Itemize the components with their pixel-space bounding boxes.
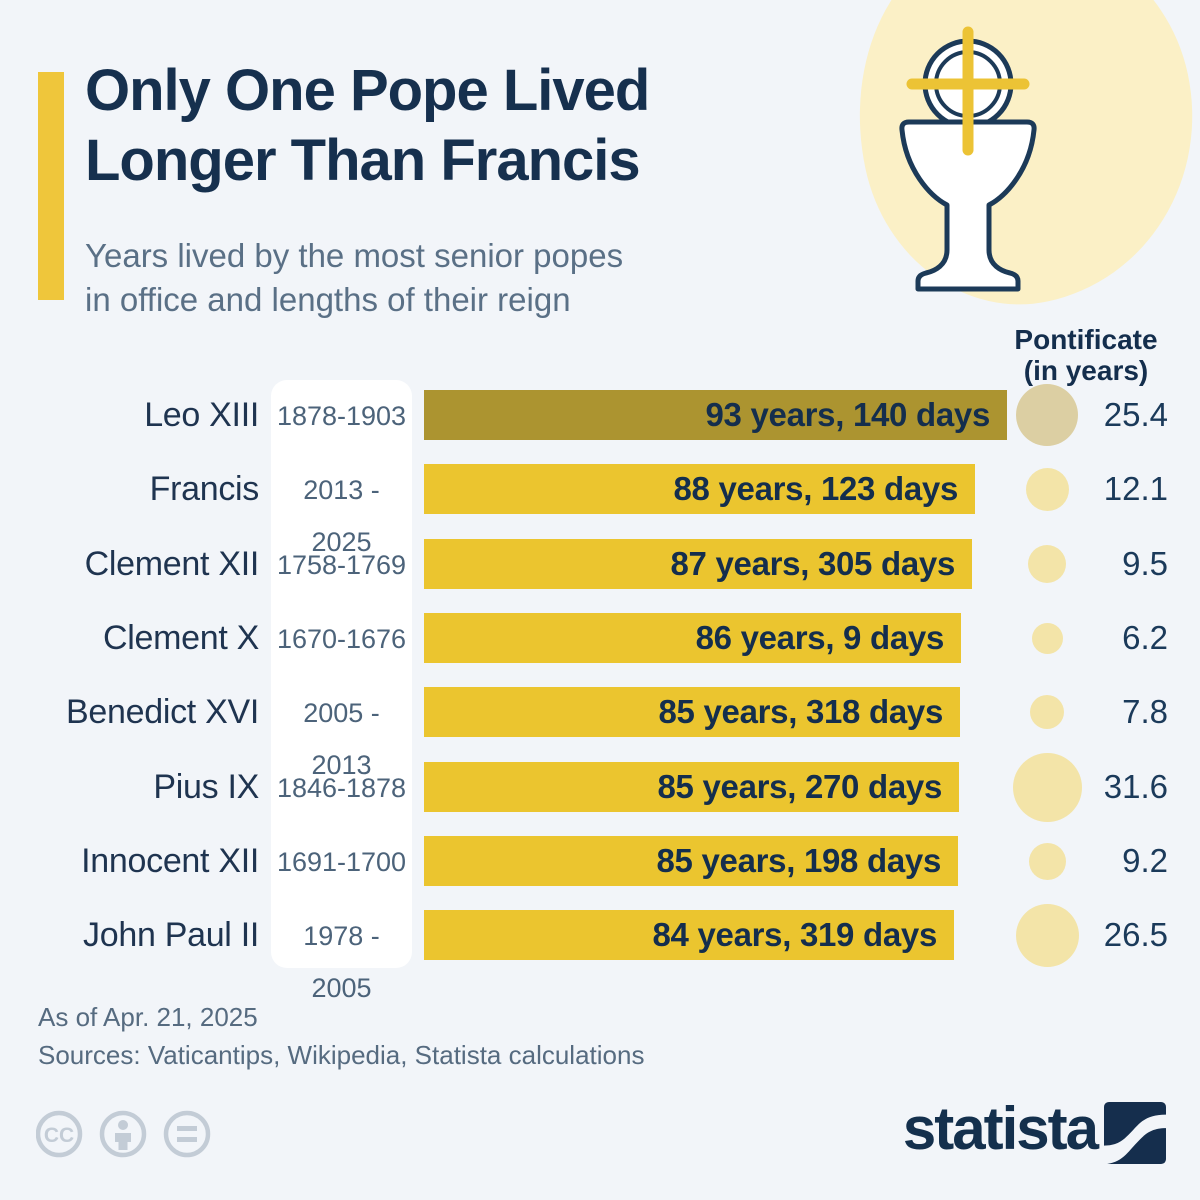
lived-value-label: 85 years, 270 days xyxy=(657,768,942,805)
svg-text:CC: CC xyxy=(44,1124,74,1147)
page-title: Only One Pope Lived Longer Than Francis xyxy=(85,56,650,196)
pontificate-circle xyxy=(1028,842,1066,880)
pontificate-value-label: 26.5 xyxy=(1103,916,1168,953)
pontificate-value-label: 6.2 xyxy=(1122,619,1168,656)
statista-logo-mark xyxy=(1104,1102,1166,1164)
sources-label: Sources: Vaticantips, Wikipedia, Statist… xyxy=(38,1040,645,1070)
title-line-2: Longer Than Francis xyxy=(85,128,641,193)
chart-row: Francis 2013 - 2025 88 years, 123 days 12.1 xyxy=(0,464,1200,557)
lived-bar: 87 years, 305 days xyxy=(424,539,972,589)
chart-row: Clement XII 1758-1769 87 years, 305 days 9.… xyxy=(0,539,1200,589)
subtitle-line-2: in office and lengths of their reign xyxy=(85,281,571,318)
pope-name-label: Pius IX xyxy=(153,768,259,806)
pontificate-value-label: 9.5 xyxy=(1122,545,1168,582)
pope-name-label: Benedict XVI xyxy=(66,693,259,731)
lived-value-label: 84 years, 319 days xyxy=(652,916,937,953)
lived-value-label: 88 years, 123 days xyxy=(673,470,958,507)
pontificate-circle xyxy=(1030,695,1064,729)
no-derivatives-equals-icon xyxy=(163,1110,211,1158)
lived-bar: 88 years, 123 days xyxy=(424,464,975,514)
lived-bar: 84 years, 319 days xyxy=(424,910,954,960)
pope-name-label: Clement XII xyxy=(84,545,260,583)
pontificate-value-label: 25.4 xyxy=(1103,396,1168,433)
statista-logo-text: statista xyxy=(902,1095,1099,1162)
pontificate-value-label: 12.1 xyxy=(1103,470,1168,507)
chart-row: Pius IX 1846-1878 85 years, 270 days 31.6 xyxy=(0,752,1200,822)
reign-dates-label: 1758-1769 xyxy=(276,550,407,580)
title-accent-bar xyxy=(38,72,64,300)
pontificate-header-line-1: Pontificate xyxy=(1014,324,1158,355)
lived-value-label: 87 years, 305 days xyxy=(670,545,955,582)
reign-dates-label: 1846-1878 xyxy=(276,773,407,803)
title-line-1: Only One Pope Lived xyxy=(85,58,650,123)
license-icons: CC xyxy=(36,1110,211,1158)
reign-dates-label: 2013 - 2025 xyxy=(303,475,380,557)
chalice-icon xyxy=(899,26,1037,292)
chart-rows: Leo XIII 1878-1903 93 years, 140 days 25.4 F… xyxy=(0,384,1200,1003)
reign-dates-column-background xyxy=(271,380,412,968)
pope-name-label: Innocent XII xyxy=(81,842,259,880)
lived-value-label: 85 years, 318 days xyxy=(658,693,943,730)
reign-dates-label: 1978 - 2005 xyxy=(303,921,380,1003)
pontificate-header-line-2: (in years) xyxy=(1023,355,1149,386)
lived-value-label: 86 years, 9 days xyxy=(695,619,945,656)
pope-name-label: Clement X xyxy=(102,619,259,657)
pontificate-circle xyxy=(1016,384,1078,446)
pontificate-circle xyxy=(1031,622,1063,654)
as-of-date-label: As of Apr. 21, 2025 xyxy=(38,1002,258,1032)
page-subtitle: Years lived by the most senior popes in … xyxy=(85,234,623,322)
reign-dates-label: 1670-1676 xyxy=(276,624,407,654)
lived-bar: 86 years, 9 days xyxy=(424,613,961,663)
chart-row: Benedict XVI 2005 - 2013 85 years, 318 day… xyxy=(0,687,1200,780)
reign-dates-label: 1878-1903 xyxy=(276,401,407,431)
chart-row: Leo XIII 1878-1903 93 years, 140 days 25.4 xyxy=(0,384,1200,446)
pontificate-circle xyxy=(1028,545,1066,583)
chart-row: Innocent XII 1691-1700 85 years, 198 days 9… xyxy=(0,836,1200,886)
chart-row: John Paul II 1978 - 2005 84 years, 319 day… xyxy=(0,903,1200,1003)
pontificate-value-label: 31.6 xyxy=(1103,768,1168,805)
attribution-person-icon xyxy=(99,1110,147,1158)
reign-dates-label: 1691-1700 xyxy=(276,847,407,877)
subtitle-line-1: Years lived by the most senior popes xyxy=(85,237,624,274)
reign-dates-label: 2005 - 2013 xyxy=(303,698,380,780)
lived-bar: 85 years, 270 days xyxy=(424,762,959,812)
lived-value-label: 93 years, 140 days xyxy=(705,396,990,433)
lived-bar: 85 years, 318 days xyxy=(424,687,960,737)
lived-bar: 85 years, 198 days xyxy=(424,836,958,886)
pontificate-value-label: 9.2 xyxy=(1122,842,1168,879)
pontificate-column-header: Pontificate (in years) xyxy=(1000,324,1172,386)
pontificate-circle xyxy=(1025,467,1069,511)
chart-row: Clement X 1670-1676 86 years, 9 days 6.2 xyxy=(0,613,1200,663)
pope-name-label: John Paul II xyxy=(83,916,259,954)
pope-name-label: Francis xyxy=(149,470,260,508)
lived-value-label: 85 years, 198 days xyxy=(656,842,941,879)
pontificate-circle xyxy=(1015,903,1079,967)
pontificate-circle xyxy=(1012,752,1082,822)
lived-bar: 93 years, 140 days xyxy=(424,390,1007,440)
pontificate-value-label: 7.8 xyxy=(1122,693,1168,730)
pope-name-label: Leo XIII xyxy=(144,396,259,434)
cc-icon: CC xyxy=(36,1110,83,1158)
